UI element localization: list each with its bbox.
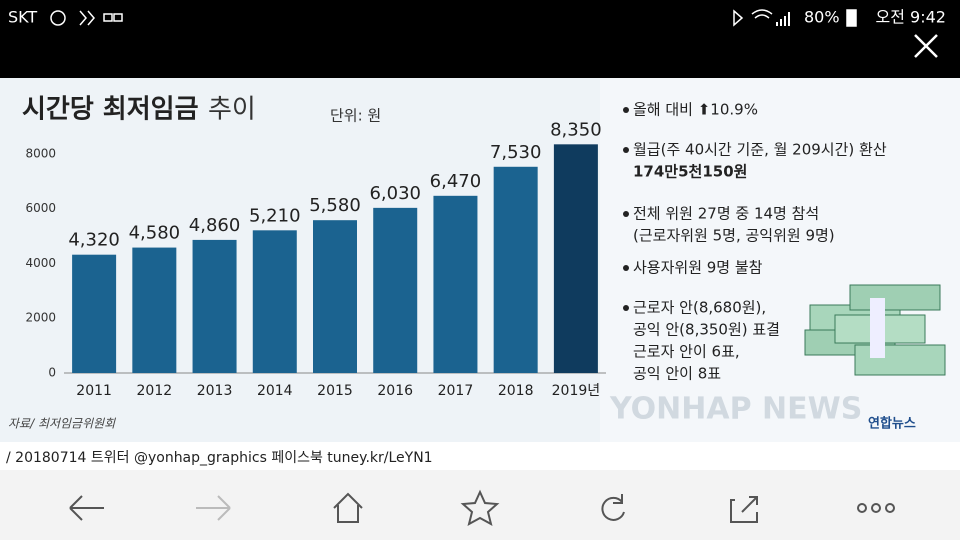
home-button[interactable] xyxy=(333,492,363,523)
value-label: 6,030 xyxy=(369,183,421,204)
y-tick-label: 8000 xyxy=(25,146,56,160)
bar xyxy=(192,239,237,373)
note-line: 올해 대비 ⬆10.9% xyxy=(633,101,758,119)
watermark: YONHAP NEWS xyxy=(609,392,862,427)
more-button[interactable] xyxy=(857,503,895,513)
signal xyxy=(776,12,790,26)
x-tick-label: 2017 xyxy=(438,383,474,399)
note-line: 공익 안이 8표 xyxy=(633,365,721,383)
note-line: (근로자위원 5명, 공익위원 9명) xyxy=(633,227,835,245)
clock: 오전 9:42 xyxy=(876,8,946,27)
value-label: 6,470 xyxy=(430,171,482,192)
value-label: 5,210 xyxy=(249,205,301,226)
value-label: 4,860 xyxy=(189,215,241,236)
note-line: 월급(주 40시간 기준, 월 209시간) 환산 xyxy=(633,141,887,159)
nav-icons xyxy=(69,489,895,526)
bar xyxy=(132,247,177,373)
caption-bar xyxy=(0,442,960,470)
x-tick-label: 2011 xyxy=(76,383,112,399)
money-illustration xyxy=(804,284,946,376)
status-icons xyxy=(50,9,857,27)
y-tick-label: 6000 xyxy=(25,201,56,215)
bar xyxy=(252,230,297,373)
caption: / 20180714 트위터 @yonhap_graphics 페이스북 tun… xyxy=(6,450,433,466)
bullet xyxy=(623,265,629,271)
value-label: 8,350 xyxy=(550,119,602,140)
value-label: 5,580 xyxy=(309,195,361,216)
bar xyxy=(373,207,418,373)
status-bar xyxy=(0,0,960,78)
note-line: 사용자위원 9명 불참 xyxy=(633,259,763,277)
note-line: 근로자 안이 6표, xyxy=(633,343,740,361)
x-tick-label: 2019년 xyxy=(552,383,601,399)
bar xyxy=(433,195,478,373)
x-tick-label: 2016 xyxy=(377,383,413,399)
bullet xyxy=(623,305,629,311)
value-label: 7,530 xyxy=(490,142,542,163)
bar xyxy=(72,254,117,373)
nav-bar xyxy=(0,470,960,540)
bookmark-button[interactable] xyxy=(460,489,500,526)
x-tick-label: 2018 xyxy=(498,383,534,399)
bar xyxy=(493,166,538,373)
share-button[interactable] xyxy=(730,496,758,523)
note-line: 공익 안(8,350원) 표결 xyxy=(633,321,780,339)
chart-title: 시간당 최저임금 xyxy=(22,95,199,125)
value-label: 4,320 xyxy=(68,230,120,251)
carrier: SKT xyxy=(8,8,37,27)
source: 자료/ 최저임금위원회 xyxy=(8,417,116,431)
chart-title-suffix: 추이 xyxy=(208,95,256,125)
y-tick-label: 4000 xyxy=(25,256,56,270)
note-line: 근로자 안(8,680원), xyxy=(633,299,766,317)
refresh-button[interactable] xyxy=(601,494,625,521)
logo: 연합뉴스 xyxy=(868,416,916,432)
note-line: 전체 위원 27명 중 14명 참석 xyxy=(633,205,819,223)
battery: 80% xyxy=(804,8,840,27)
y-tick-label: 0 xyxy=(48,366,56,380)
value-label: 4,580 xyxy=(129,223,181,244)
x-tick-label: 2015 xyxy=(317,383,353,399)
x-tick-label: 2013 xyxy=(197,383,233,399)
unit-label: 단위: 원 xyxy=(330,107,381,125)
bar xyxy=(553,144,598,373)
bar xyxy=(313,220,357,373)
note-line: 174만5천150원 xyxy=(633,163,747,181)
y-tick-label: 2000 xyxy=(25,311,56,325)
back-button[interactable] xyxy=(69,495,104,521)
notes: 올해 대비 ⬆10.9% 월급(주 40시간 기준, 월 209시간) 환산 174… xyxy=(623,101,887,383)
x-tick-label: 2012 xyxy=(137,383,173,399)
bullet xyxy=(623,147,629,153)
x-tick-label: 2014 xyxy=(257,383,293,399)
bullet xyxy=(623,107,629,113)
bullet xyxy=(623,211,629,217)
forward-button[interactable] xyxy=(196,495,231,521)
close-button[interactable] xyxy=(914,34,938,58)
notes-panel xyxy=(600,78,960,442)
